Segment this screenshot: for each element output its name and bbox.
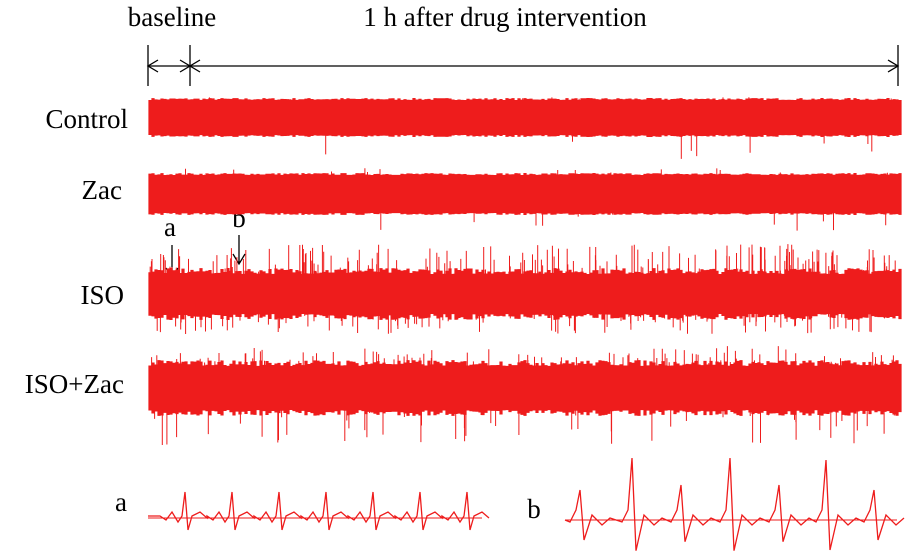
- trace-label: ISO: [80, 280, 124, 310]
- trace-spikes: [185, 168, 888, 231]
- trace-label: Zac: [82, 175, 122, 205]
- inset-label: a: [115, 487, 127, 517]
- inset-trace: [564, 457, 905, 551]
- baseline-label: baseline: [128, 2, 216, 32]
- trace-band: [148, 360, 902, 416]
- trace-band: [148, 268, 902, 320]
- trace-label: ISO+Zac: [25, 369, 124, 399]
- trace-band: [148, 173, 902, 215]
- trace-band: [148, 98, 902, 137]
- inset-trace: [148, 491, 490, 531]
- intervention-label: 1 h after drug intervention: [363, 2, 647, 32]
- trace-label: Control: [45, 104, 128, 134]
- inset-label: b: [527, 494, 541, 524]
- marker-label: a: [164, 212, 176, 242]
- trace-spikes: [149, 244, 896, 334]
- time-brackets: [146, 45, 900, 86]
- trace-spikes: [151, 346, 896, 445]
- trace-spikes: [154, 97, 892, 159]
- ecg-traces: [148, 97, 905, 551]
